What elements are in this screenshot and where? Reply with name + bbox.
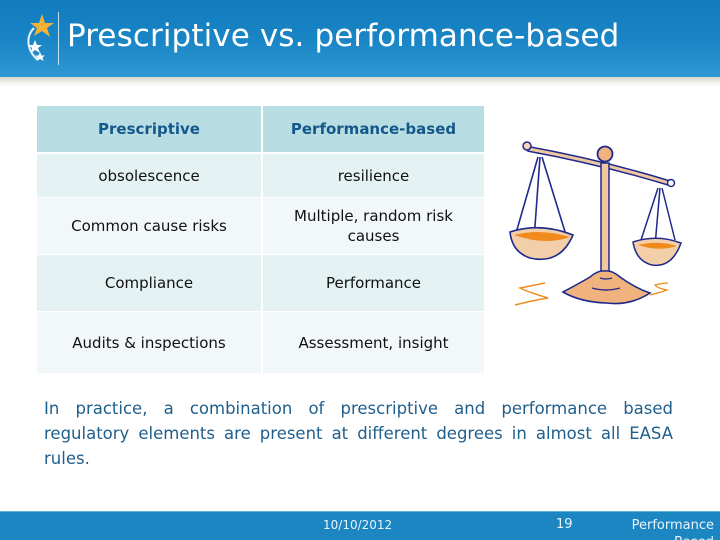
table-cell: Multiple, random risk causes xyxy=(261,198,484,254)
table-cell: resilience xyxy=(261,154,484,197)
table-row: obsolescence resilience xyxy=(37,154,484,198)
table-cell: Common cause risks xyxy=(71,217,227,235)
footer-page-number: 19 xyxy=(556,517,573,532)
balance-scale-icon xyxy=(509,141,682,306)
table-cell: Audits & inspections xyxy=(72,333,226,352)
table-row: Audits & inspections Assessment, insight xyxy=(37,312,484,373)
table-header-row: Prescriptive Performance-based xyxy=(37,106,484,154)
slide-title: Prescriptive vs. performance-based xyxy=(67,18,620,54)
table-cell: obsolescence xyxy=(98,166,200,185)
header-shadow xyxy=(0,77,720,87)
comparison-table: Prescriptive Performance-based obsolesce… xyxy=(37,106,484,373)
stars-swoosh-logo-icon xyxy=(27,14,54,61)
column-header-prescriptive: Prescriptive xyxy=(98,120,200,138)
table-row: Common cause risks Multiple, random risk… xyxy=(37,198,484,255)
table-cell: Compliance xyxy=(104,274,194,292)
footer-date: 10/10/2012 xyxy=(323,518,393,532)
table-cell: Performance xyxy=(261,255,484,311)
logo-divider xyxy=(58,12,59,65)
slide-header: Prescriptive vs. performance-based xyxy=(0,0,720,77)
slide-footer: 10/10/2012 19 Performance Based xyxy=(0,511,720,540)
column-header-performance-based: Performance-based xyxy=(261,106,484,152)
table-row: Compliance Performance xyxy=(37,255,484,312)
body-paragraph: In practice, a combination of prescripti… xyxy=(44,399,673,468)
table-cell: Assessment, insight xyxy=(261,312,484,373)
footer-title: Performance Based xyxy=(631,518,714,540)
